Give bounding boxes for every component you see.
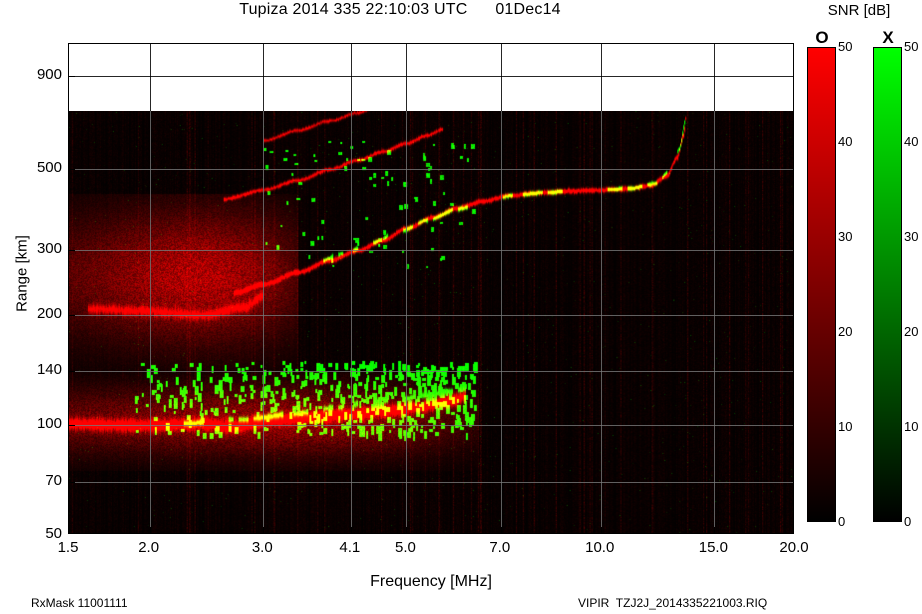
gridline-vertical xyxy=(406,111,408,533)
colorbar-tick-label: 50 xyxy=(904,39,919,54)
colorbar-label-o: O xyxy=(815,28,829,47)
y-axis-title: Range [km] xyxy=(13,235,31,312)
y-tick-label: 200 xyxy=(36,304,62,322)
colorbar-o-mode[interactable] xyxy=(807,47,836,522)
gridline-horizontal xyxy=(69,250,793,252)
colorbar-title: SNR [dB] xyxy=(827,2,891,19)
x-axis-tick xyxy=(500,527,502,533)
colorbar-tick-label: 40 xyxy=(904,134,919,149)
ionogram-data-region xyxy=(69,111,793,533)
colorbar-tick-label: 10 xyxy=(904,419,919,434)
y-axis-tick xyxy=(69,169,75,171)
colorbar-tick-label: 20 xyxy=(838,324,853,339)
x-tick-label: 4.1 xyxy=(339,539,361,556)
ionogram-canvas xyxy=(69,111,793,533)
x-tick-label: 15.0 xyxy=(698,539,728,556)
x-axis-tick xyxy=(406,527,408,533)
x-tick-label: 1.5 xyxy=(57,539,79,556)
source-file-label: VIPIR TZJ2J_2014335221003.RIQ xyxy=(578,596,768,610)
colorbar-o-ticks: 50 40 30 20 10 0 xyxy=(838,40,864,528)
colorbar-tick-label: 0 xyxy=(904,514,912,529)
x-tick-label: 2.0 xyxy=(138,539,160,556)
y-tick-label: 140 xyxy=(36,361,62,379)
colorbar-x-mode[interactable] xyxy=(873,47,902,522)
x-axis-tick xyxy=(263,527,265,533)
y-axis-tick-labels: 900 500 300 200 140 100 70 50 xyxy=(0,43,62,541)
y-tick-label: 300 xyxy=(36,240,62,258)
x-axis-tick xyxy=(69,527,70,533)
y-axis-tick xyxy=(69,424,75,426)
colorbar-label-x: X xyxy=(882,28,894,47)
x-tick-label: 10.0 xyxy=(585,539,615,556)
rxmask-label: RxMask 11001111 xyxy=(31,596,128,610)
x-axis-tick xyxy=(714,527,716,533)
colorbar-tick-label: 40 xyxy=(838,134,853,149)
gridline-vertical xyxy=(600,44,602,111)
gridline-vertical xyxy=(714,111,716,533)
y-tick-label: 70 xyxy=(45,471,62,489)
gridline-horizontal xyxy=(69,481,793,483)
colorbar-tick-label: 50 xyxy=(838,39,853,54)
y-tick-label: 50 xyxy=(45,525,62,542)
colorbar-tick-label: 0 xyxy=(838,514,846,529)
x-tick-label: 5.0 xyxy=(395,539,416,556)
x-tick-label: 3.0 xyxy=(251,539,273,556)
gridline-horizontal xyxy=(69,424,793,426)
gridline-horizontal xyxy=(69,169,793,171)
x-axis-tick-labels: 1.5 2.0 3.0 4.1 5.0 7.0 10.0 15.0 20.0 xyxy=(58,539,809,560)
colorbar-tick-label: 30 xyxy=(904,229,919,244)
y-axis-tick xyxy=(69,314,75,316)
ionogram-plot[interactable] xyxy=(68,43,794,534)
x-tick-label: 20.0 xyxy=(779,539,809,556)
gridline-vertical xyxy=(149,111,151,533)
gridline-horizontal xyxy=(69,371,793,373)
colorbar-tick-label: 20 xyxy=(904,324,919,339)
gridline-horizontal xyxy=(69,75,793,77)
x-axis-title: Frequency [MHz] xyxy=(370,573,492,590)
y-axis-tick xyxy=(69,481,75,483)
gridline-horizontal xyxy=(69,314,793,316)
gridline-vertical xyxy=(263,44,265,111)
x-axis-tick xyxy=(350,527,352,533)
gridline-vertical xyxy=(350,111,352,533)
gridline-vertical xyxy=(406,44,408,111)
y-tick-label: 100 xyxy=(36,414,62,432)
gridline-vertical xyxy=(714,44,716,111)
page-title: Tupiza 2014 335 22:10:03 UTC 01Dec14 xyxy=(239,1,561,18)
y-axis-tick xyxy=(69,75,75,77)
y-axis-tick xyxy=(69,371,75,373)
x-axis-tick xyxy=(149,527,151,533)
gridline-vertical xyxy=(600,111,602,533)
gridline-vertical xyxy=(149,44,151,111)
x-axis-tick xyxy=(600,527,602,533)
x-tick-label: 7.0 xyxy=(489,539,511,556)
colorbar-x-ticks: 50 40 30 20 10 0 xyxy=(904,40,922,528)
gridline-vertical xyxy=(263,111,265,533)
y-axis-tick xyxy=(69,250,75,252)
plot-gridlines xyxy=(69,44,793,533)
colorbar-tick-label: 30 xyxy=(838,229,853,244)
colorbar-tick-label: 10 xyxy=(838,419,853,434)
y-tick-label: 500 xyxy=(36,159,62,177)
y-tick-label: 900 xyxy=(36,65,62,83)
gridline-vertical xyxy=(500,44,502,111)
gridline-vertical xyxy=(350,44,352,111)
gridline-vertical xyxy=(500,111,502,533)
